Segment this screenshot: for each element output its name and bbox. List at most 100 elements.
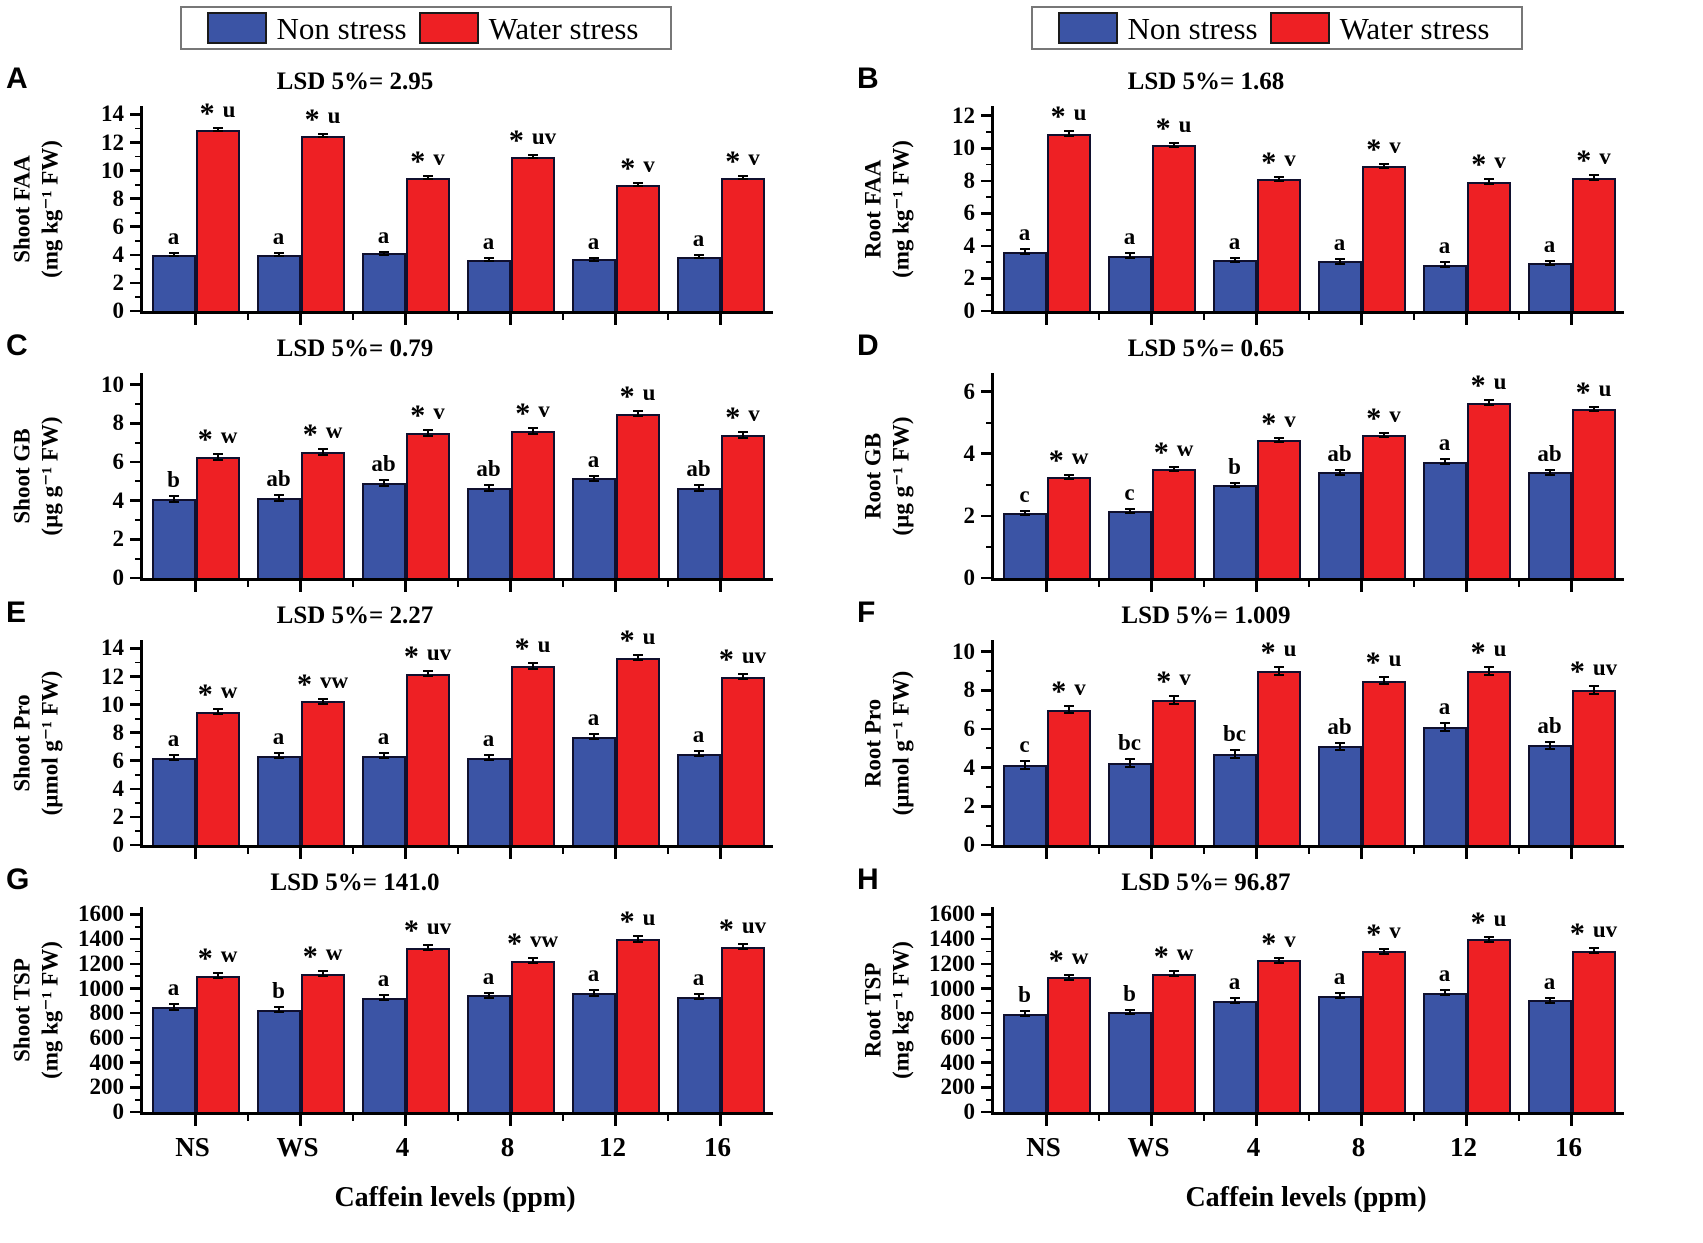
- y-minor-tick: [135, 183, 143, 186]
- significance-asterisk: *: [1153, 436, 1169, 470]
- letter-text: bc: [1223, 721, 1246, 747]
- error-bar: [632, 182, 643, 188]
- sig-letter: a: [1229, 230, 1241, 253]
- error-bar: [273, 752, 284, 760]
- letter-text: uv: [741, 912, 767, 938]
- panel-letter: H: [857, 863, 879, 896]
- y-tick-label: 400: [89, 1049, 125, 1075]
- x-minor-tick: [1098, 848, 1100, 854]
- y-tick: [130, 197, 143, 200]
- lsd-label: LSD 5%= 141.0: [270, 869, 440, 896]
- error-bar: [737, 942, 748, 951]
- letter-text: u: [1598, 375, 1612, 401]
- bar-non-stress: [676, 488, 721, 578]
- letter-text: a: [1123, 224, 1136, 250]
- error-bar: [1544, 259, 1555, 267]
- x-minor-tick: [1518, 314, 1520, 320]
- letter-text: v: [1284, 406, 1296, 432]
- y-tick: [130, 1011, 143, 1015]
- error-bar: [378, 250, 389, 256]
- significance-asterisk: *: [1261, 145, 1277, 179]
- y-tick-label: 6: [963, 715, 976, 741]
- letter-text: a: [1438, 233, 1451, 259]
- x-minor-tick: [352, 314, 354, 320]
- significance-asterisk: *: [1470, 905, 1486, 939]
- significance-asterisk: *: [619, 624, 635, 658]
- y-minor-tick: [135, 773, 143, 776]
- x-tick: [1360, 1115, 1363, 1126]
- sig-letter: ab: [1327, 442, 1351, 465]
- letter-text: b: [1018, 982, 1031, 1008]
- letter-text: b: [1123, 980, 1136, 1006]
- letter-text: a: [482, 963, 495, 989]
- bar-non-stress: [1422, 727, 1467, 845]
- y-tick: [981, 688, 994, 692]
- letter-text: a: [482, 726, 495, 752]
- significance-asterisk: *: [718, 643, 734, 676]
- sig-letter: * uv: [404, 910, 451, 946]
- sig-letter: * w: [198, 419, 238, 455]
- y-minor-tick: [986, 670, 994, 672]
- bar-water-stress: [1571, 177, 1616, 311]
- y-tick-label: 4: [963, 440, 976, 466]
- x-tick: [1045, 581, 1048, 592]
- y-tick-label: 0: [963, 832, 976, 857]
- sig-letter: * uv: [1570, 651, 1617, 687]
- y-tick: [130, 913, 143, 916]
- error-bar: [1019, 509, 1030, 516]
- panel-B: B LSD 5%= 1.68 Root FAA (mg kg⁻¹ FW) 0 2 4 6 8 10…: [851, 60, 1702, 325]
- y-tick-label: 2: [963, 502, 976, 528]
- letter-text: vw: [319, 667, 349, 693]
- bar-non-stress: [256, 254, 301, 311]
- x-minor-tick: [562, 1115, 564, 1121]
- legend-label-non-stress: Non stress: [1127, 10, 1258, 46]
- x-minor-tick: [352, 848, 354, 854]
- significance-asterisk: *: [1048, 443, 1064, 477]
- sig-letter: * w: [198, 674, 238, 710]
- error-bar: [422, 944, 433, 952]
- bar-non-stress: [1212, 484, 1257, 578]
- bar-non-stress: [1002, 251, 1047, 311]
- letter-text: a: [167, 224, 180, 250]
- bar-water-stress: [300, 135, 345, 311]
- y-minor-tick: [986, 1024, 994, 1027]
- sig-letter: * u: [1366, 642, 1402, 678]
- error-bar: [1063, 130, 1074, 137]
- sig-letter: * w: [1154, 936, 1194, 972]
- y-tick-label: 2: [112, 803, 125, 829]
- bar-non-stress: [571, 259, 616, 311]
- y-axis-name: Shoot TSP: [9, 957, 35, 1062]
- significance-asterisk: *: [197, 941, 213, 975]
- letter-text: a: [587, 705, 600, 731]
- letter-text: v: [433, 399, 445, 425]
- bar-non-stress: [1422, 992, 1467, 1112]
- bar-non-stress: [1317, 746, 1362, 845]
- letter-text: ab: [476, 456, 501, 482]
- x-tick: [1150, 581, 1153, 592]
- bar-water-stress: [1151, 469, 1196, 578]
- letter-text: a: [1438, 430, 1451, 456]
- letter-text: u: [222, 97, 236, 123]
- bar-non-stress: [1527, 263, 1572, 311]
- bar-non-stress: [1107, 511, 1152, 578]
- panel-letter: A: [6, 62, 28, 95]
- bar-water-stress: [1361, 166, 1406, 311]
- bar-water-stress: [720, 676, 765, 845]
- letter-text: a: [1228, 228, 1241, 254]
- sig-letter: a: [168, 727, 180, 750]
- y-axis-name: Shoot Pro: [9, 693, 35, 792]
- y-tick-label: 0: [112, 565, 125, 590]
- x-tick: [719, 581, 722, 592]
- x-minor-tick: [457, 848, 459, 854]
- y-tick-label: 600: [89, 1024, 125, 1050]
- sig-letter: a: [483, 230, 495, 253]
- bar-non-stress: [1002, 764, 1047, 845]
- y-minor-tick: [135, 403, 143, 405]
- x-minor-tick: [1203, 848, 1205, 854]
- legend: Non stress Water stress: [179, 6, 672, 50]
- error-bar: [1544, 996, 1555, 1004]
- y-axis-name: Root GB: [860, 432, 886, 519]
- y-minor-tick: [135, 717, 143, 720]
- bar-non-stress: [151, 254, 196, 311]
- bar-non-stress: [361, 997, 406, 1112]
